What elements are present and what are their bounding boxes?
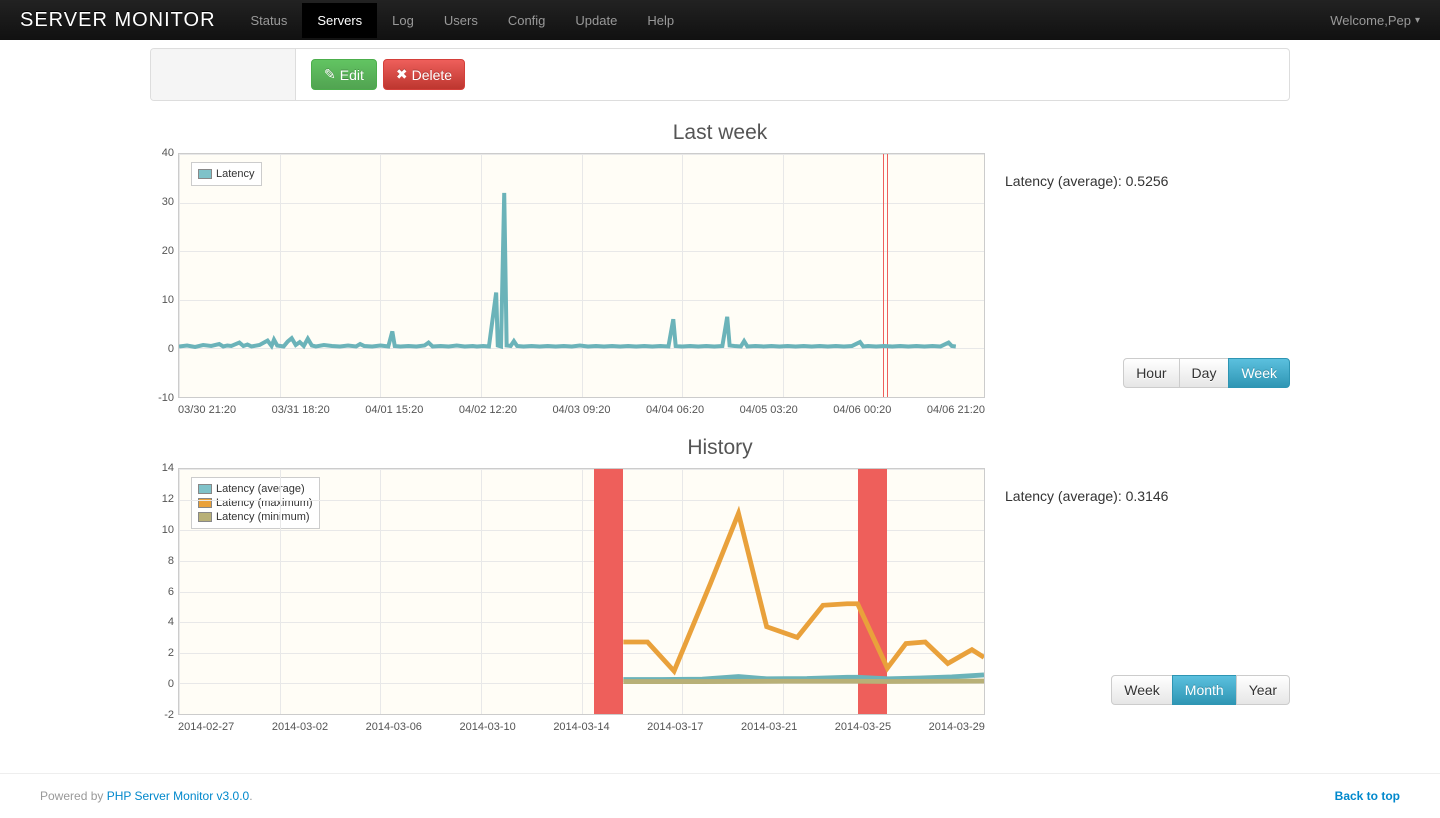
- delete-label: Delete: [412, 67, 452, 83]
- footer: Powered by PHP Server Monitor v3.0.0. Ba…: [0, 773, 1440, 818]
- welcome-user: Pep: [1388, 13, 1411, 28]
- range-month[interactable]: Month: [1172, 675, 1237, 705]
- chart2-range-buttons: WeekMonthYear: [1111, 675, 1290, 705]
- delete-icon: ✖: [396, 66, 408, 83]
- edit-button[interactable]: ✎ Edit: [311, 59, 377, 90]
- nav-item-status[interactable]: Status: [236, 3, 303, 38]
- brand[interactable]: SERVER MONITOR: [20, 9, 216, 32]
- range-year[interactable]: Year: [1236, 675, 1290, 705]
- edit-label: Edit: [340, 67, 364, 83]
- range-week[interactable]: Week: [1111, 675, 1173, 705]
- panel-body: ✎ Edit ✖ Delete: [296, 49, 1289, 100]
- chart2-y-axis: -202468101214: [150, 468, 176, 715]
- edit-icon: ✎: [324, 66, 336, 83]
- chart2-plot[interactable]: Latency (average)Latency (maximum)Latenc…: [178, 468, 985, 715]
- action-panel: ✎ Edit ✖ Delete: [150, 48, 1290, 101]
- navbar: SERVER MONITOR StatusServersLogUsersConf…: [0, 0, 1440, 40]
- footer-powered: Powered by PHP Server Monitor v3.0.0.: [40, 789, 253, 803]
- nav-item-users[interactable]: Users: [429, 3, 493, 38]
- range-day[interactable]: Day: [1179, 358, 1230, 388]
- welcome-prefix: Welcome,: [1330, 13, 1388, 28]
- chart1-title: Last week: [150, 121, 1290, 145]
- chart1-avg: Latency (average): 0.5256: [1005, 173, 1290, 189]
- chart2-avg: Latency (average): 0.3146: [1005, 488, 1290, 504]
- range-hour[interactable]: Hour: [1123, 358, 1179, 388]
- footer-link[interactable]: PHP Server Monitor v3.0.0: [107, 789, 250, 803]
- panel-sidebar: [151, 49, 296, 100]
- chevron-down-icon: ▾: [1415, 15, 1420, 26]
- chart2-title: History: [150, 436, 1290, 460]
- user-menu[interactable]: Welcome, Pep ▾: [1330, 13, 1420, 28]
- back-to-top-link[interactable]: Back to top: [1335, 789, 1400, 803]
- range-week[interactable]: Week: [1228, 358, 1290, 388]
- nav-menu: StatusServersLogUsersConfigUpdateHelp: [236, 3, 1331, 38]
- chart2-x-axis: 2014-02-272014-03-022014-03-062014-03-10…: [178, 721, 985, 733]
- chart-last-week: Last week -10010203040 Latency 03/30 21:…: [150, 121, 1290, 416]
- nav-item-log[interactable]: Log: [377, 3, 429, 38]
- nav-item-config[interactable]: Config: [493, 3, 561, 38]
- nav-item-update[interactable]: Update: [560, 3, 632, 38]
- chart1-range-buttons: HourDayWeek: [1123, 358, 1290, 388]
- chart-history: History -202468101214 Latency (average)L…: [150, 436, 1290, 733]
- nav-item-servers[interactable]: Servers: [302, 3, 377, 38]
- chart1-plot[interactable]: Latency: [178, 153, 985, 398]
- chart1-y-axis: -10010203040: [150, 153, 176, 398]
- delete-button[interactable]: ✖ Delete: [383, 59, 465, 90]
- nav-item-help[interactable]: Help: [632, 3, 689, 38]
- chart1-x-axis: 03/30 21:2003/31 18:2004/01 15:2004/02 1…: [178, 404, 985, 416]
